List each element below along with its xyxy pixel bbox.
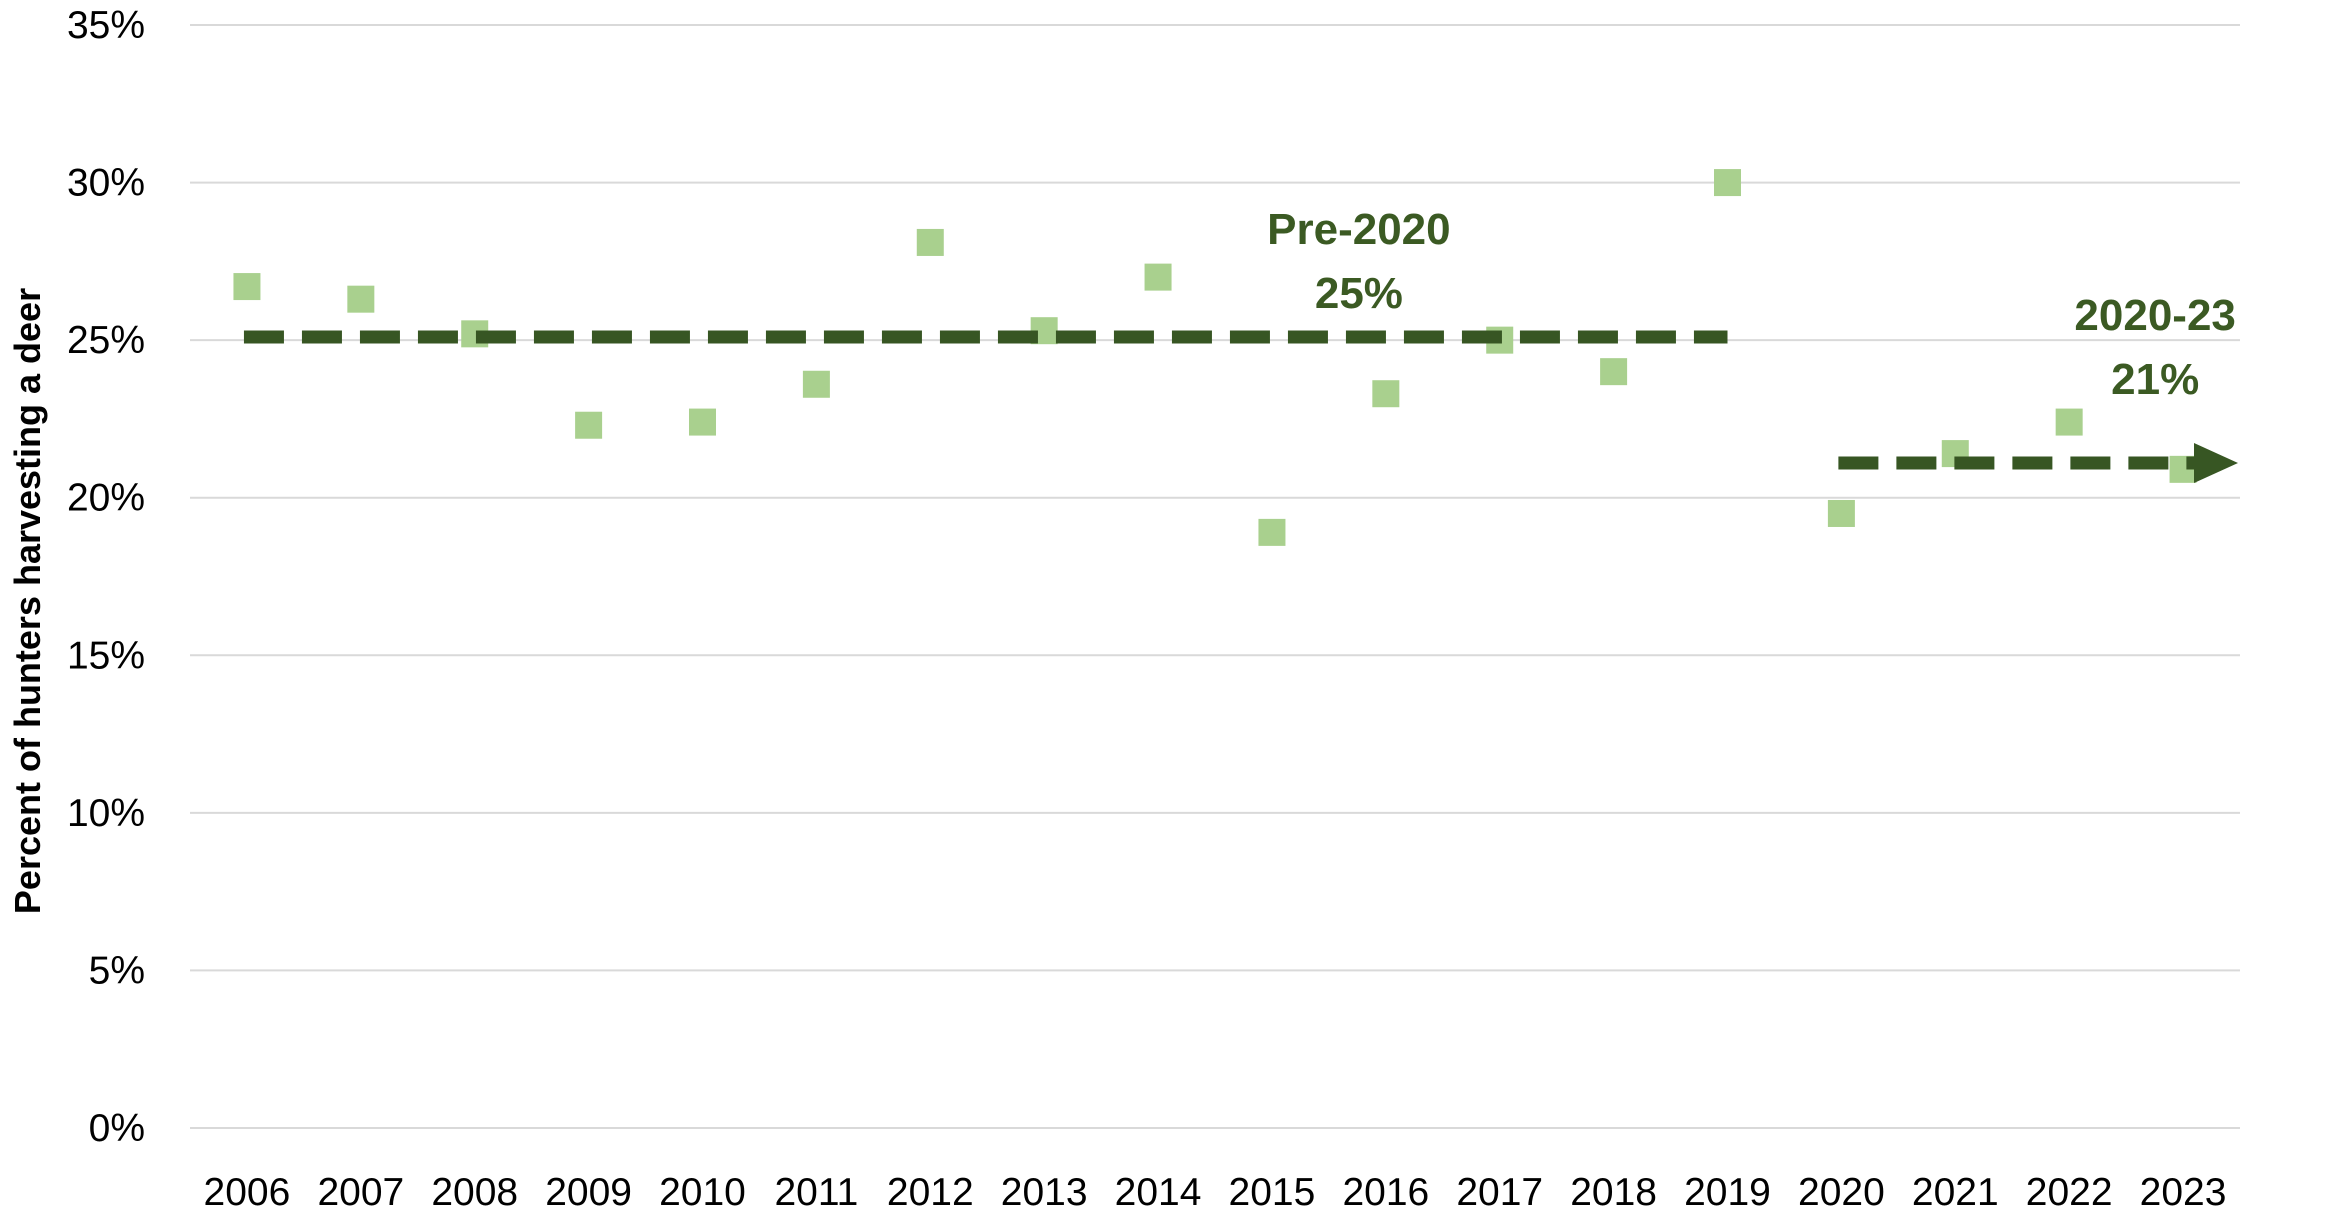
y-tick-label: 10% xyxy=(67,792,145,835)
x-tick-label: 2016 xyxy=(1342,1171,1429,1210)
x-tick-label: 2012 xyxy=(887,1171,974,1210)
data-point xyxy=(689,408,716,436)
x-tick-label: 2021 xyxy=(1912,1171,1999,1210)
y-tick-label: 25% xyxy=(67,319,145,362)
data-point xyxy=(1827,499,1855,527)
data-point xyxy=(802,370,830,398)
x-tick-label: 2023 xyxy=(2140,1171,2227,1210)
annotation-2020-23-label: 2020-23 xyxy=(2074,291,2235,340)
data-point xyxy=(1714,169,1741,197)
y-tick-label: 35% xyxy=(67,4,145,47)
y-tick-label: 5% xyxy=(89,949,145,992)
y-axis-ticks: 0% 5% 10% 15% 20% 25% 30% 35% xyxy=(67,4,145,1150)
y-tick-label: 15% xyxy=(67,634,145,677)
y-axis-label: Percent of hunters harvesting a deer xyxy=(7,288,48,914)
data-point xyxy=(2055,408,2083,436)
x-axis-ticks: 2006 2007 2008 2009 2010 2011 2012 2013 2014 2015… xyxy=(204,1171,2227,1210)
x-tick-label: 2013 xyxy=(1001,1171,1088,1210)
x-tick-label: 2022 xyxy=(2026,1171,2113,1210)
data-points xyxy=(233,169,2197,546)
annotation-pre-2020-value: 25% xyxy=(1315,269,1403,318)
annotation-pre-2020-label: Pre-2020 xyxy=(1267,205,1450,254)
data-point xyxy=(1372,380,1400,408)
annotation-2020-23-value: 21% xyxy=(2111,355,2199,404)
trend-arrowhead xyxy=(2194,443,2238,484)
x-tick-label: 2008 xyxy=(431,1171,518,1210)
x-tick-label: 2017 xyxy=(1456,1171,1543,1210)
trend-lines xyxy=(243,330,2238,484)
gridlines xyxy=(190,24,2240,1129)
x-tick-label: 2019 xyxy=(1684,1171,1771,1210)
x-tick-label: 2018 xyxy=(1570,1171,1657,1210)
data-point xyxy=(1258,518,1286,546)
data-point xyxy=(233,273,261,301)
x-tick-label: 2007 xyxy=(317,1171,404,1210)
x-tick-label: 2015 xyxy=(1229,1171,1316,1210)
data-point xyxy=(1600,358,1628,386)
data-point xyxy=(1144,263,1172,291)
x-tick-label: 2009 xyxy=(545,1171,632,1210)
y-tick-label: 30% xyxy=(67,162,145,205)
x-tick-label: 2014 xyxy=(1115,1171,1202,1210)
y-tick-label: 0% xyxy=(89,1107,145,1150)
data-point xyxy=(347,285,375,313)
y-tick-label: 20% xyxy=(67,477,145,520)
x-tick-label: 2011 xyxy=(774,1171,858,1210)
x-tick-label: 2010 xyxy=(659,1171,746,1210)
data-point xyxy=(575,411,603,439)
x-tick-label: 2006 xyxy=(204,1171,291,1210)
data-point xyxy=(916,228,944,256)
x-tick-label: 2020 xyxy=(1798,1171,1885,1210)
